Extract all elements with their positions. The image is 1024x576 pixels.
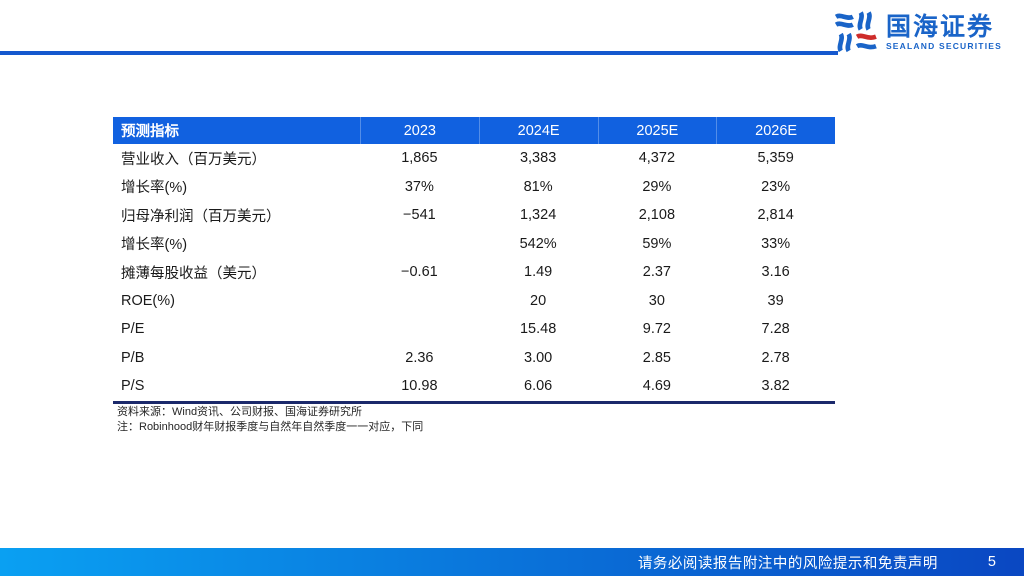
forecast-table: 预测指标 2023 2024E 2025E 2026E 营业收入（百万美元） 1… [113,117,835,404]
row-value: 2,108 [638,207,676,224]
table-row: 增长率(%) 37% 81% 29% 23% [113,173,835,202]
risk-disclaimer-text: 请务必阅读报告附注中的风险提示和免责声明 [637,555,938,572]
footer-bar: 请务必阅读报告附注中的风险提示和免责声明 5 [0,548,1024,576]
row-value: −0.61 [401,264,438,281]
table-row: 摊薄每股收益（美元） −0.61 1.49 2.37 3.16 [113,258,835,287]
table-header-row: 预测指标 2023 2024E 2025E 2026E [113,117,835,144]
row-label: 增长率(%) [121,180,188,197]
row-value: 6.06 [524,378,553,395]
fiscal-year-note: 注：Robinhood财年财报季度与自然年自然季度一一对应，下同 [117,421,424,434]
table-header-2026e: 2026E [716,117,835,144]
footnotes: 资料来源：Wind资讯、公司财报、国海证券研究所 注：Robinhood财年财报… [117,405,423,436]
table-row: P/E 15.48 9.72 7.28 [113,315,835,344]
row-value: 39 [767,292,784,309]
row-value: −541 [403,207,436,224]
table-row: 增长率(%) 542% 59% 33% [113,230,835,259]
table-row: P/S 10.98 6.06 4.69 3.82 [113,372,835,401]
table-header-2023: 2023 [360,117,479,144]
row-value: 29% [642,178,672,195]
sealand-wave-logo-icon [834,11,877,53]
company-name-en: SEALAND SECURITIES [885,41,1002,52]
row-value: 9.72 [642,321,671,338]
table-row: P/B 2.36 3.00 2.85 2.78 [113,344,835,373]
header-divider-line [0,51,838,55]
row-value: 4.69 [642,378,671,395]
row-label: 摊薄每股收益（美元） [121,265,266,282]
row-value: 1,324 [519,207,557,224]
table-header-2025e: 2025E [597,117,717,144]
company-name-cn: 国海证券 [885,12,994,41]
row-value: 3.82 [761,378,790,395]
row-value: 2.37 [642,264,671,281]
table-header-2024e: 2024E [478,117,598,144]
row-value: 4,372 [638,150,676,167]
source-note: 资料来源：Wind资讯、公司财报、国海证券研究所 [117,406,363,418]
page-number: 5 [987,554,996,570]
row-value: 30 [648,292,665,309]
row-value: 7.28 [761,321,790,338]
row-value: 3,383 [519,150,557,167]
row-label: 营业收入（百万美元） [121,151,266,168]
row-value: 2.78 [761,349,790,366]
row-label: P/B [121,349,145,366]
row-label: P/S [121,378,145,395]
row-value: 59% [642,235,672,252]
table-body: 营业收入（百万美元） 1,865 3,383 4,372 5,359 增长率(%… [113,144,835,404]
row-label: 增长率(%) [121,237,188,254]
table-row: 营业收入（百万美元） 1,865 3,383 4,372 5,359 [113,144,835,173]
row-label: P/E [121,321,145,338]
row-value: 20 [530,292,547,309]
row-label: ROE(%) [121,292,175,309]
row-value: 81% [523,178,553,195]
row-value: 1.49 [524,264,553,281]
row-value: 37% [404,178,434,195]
company-logo: 国海证券 SEALAND SECURITIES [834,11,1002,53]
table-header-metric: 预测指标 [121,124,179,140]
row-value: 15.48 [519,321,557,338]
row-value: 542% [519,235,557,252]
row-value: 5,359 [757,150,794,167]
row-value: 2,814 [757,207,794,224]
row-value: 3.16 [761,264,790,281]
row-label: 归母净利润（百万美元） [121,208,281,225]
table-row: 归母净利润（百万美元） −541 1,324 2,108 2,814 [113,201,835,230]
row-value: 2.85 [642,349,671,366]
row-value: 10.98 [401,378,438,395]
row-value: 3.00 [524,349,553,366]
row-value: 1,865 [401,150,438,167]
table-row: ROE(%) 20 30 39 [113,287,835,316]
row-value: 2.36 [405,349,434,366]
row-value: 33% [761,235,791,252]
row-value: 23% [761,178,791,195]
